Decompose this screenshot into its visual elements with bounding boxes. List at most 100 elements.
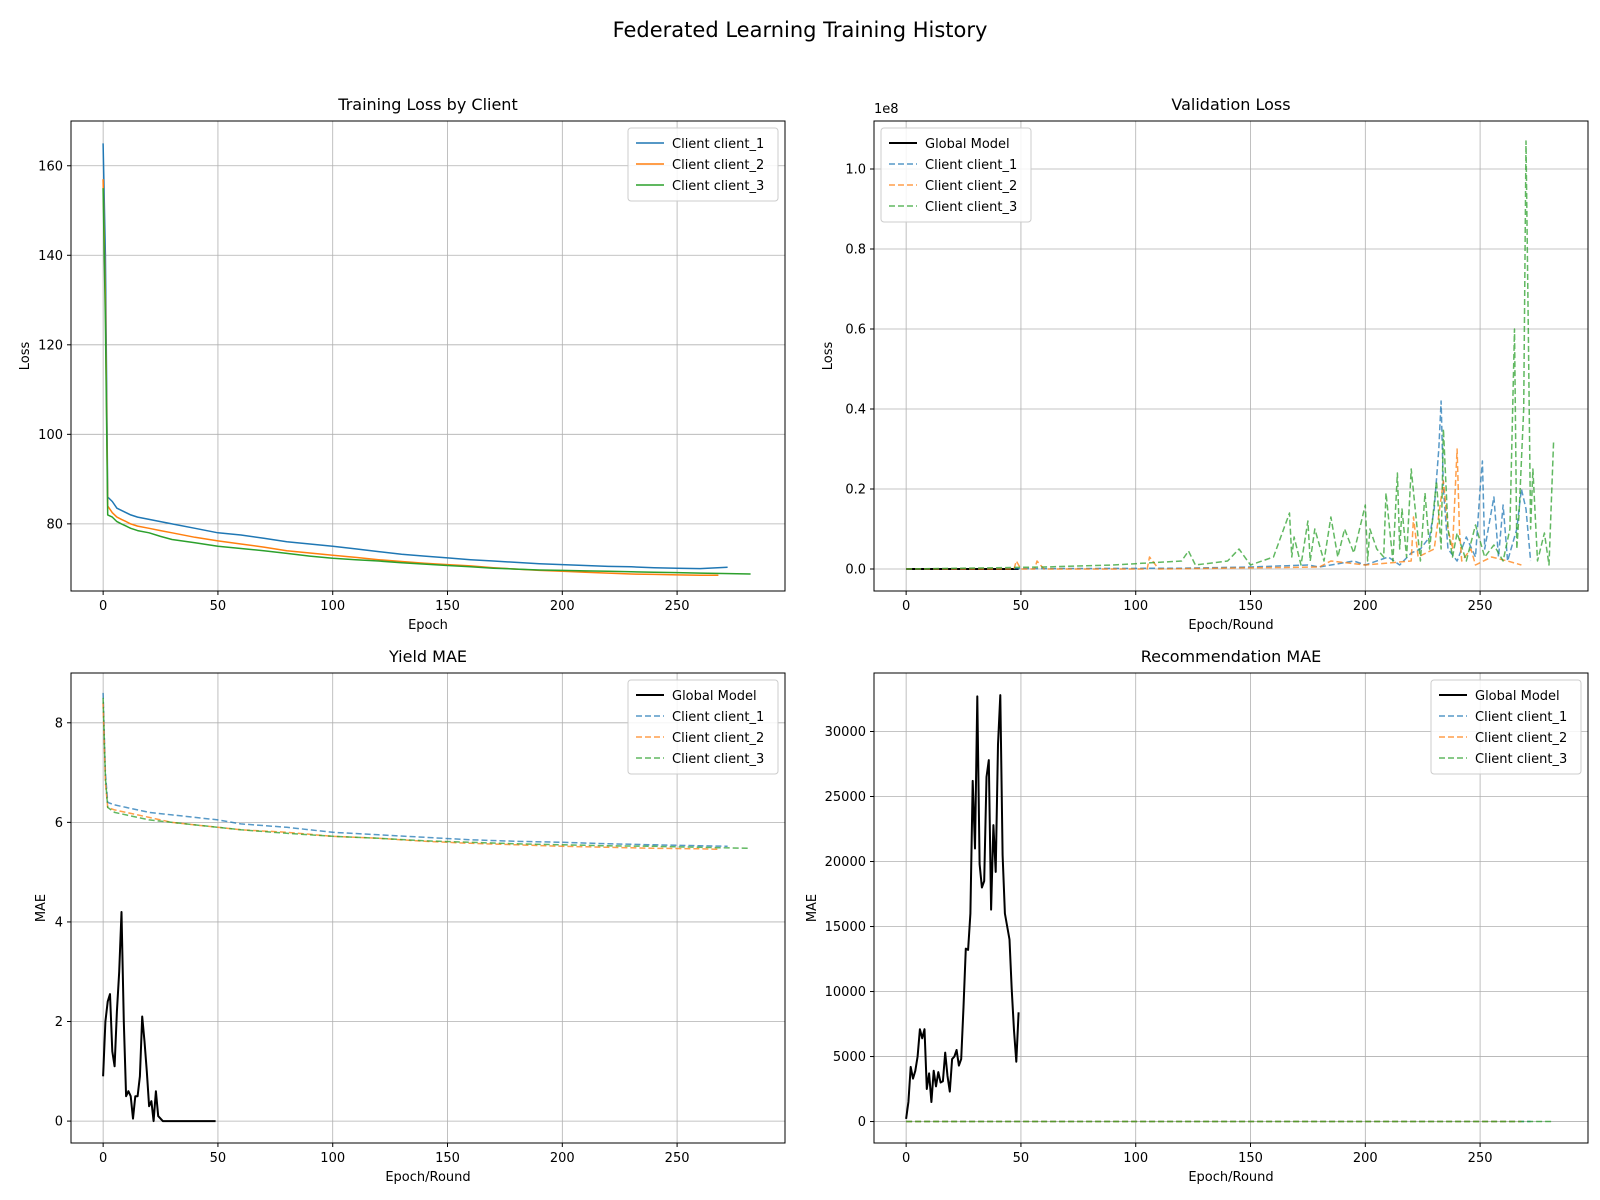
legend-label: Global Model [1475, 689, 1560, 704]
y-tick-label: 140 [38, 249, 63, 264]
axes-frame [70, 120, 786, 592]
legend-box [880, 127, 1032, 223]
y-axis-label: Loss [18, 342, 33, 371]
y-tick-label: 2 [55, 1015, 63, 1030]
x-tick-label: 50 [210, 599, 227, 614]
legend-label: Client client_2 [672, 731, 764, 746]
axes-frame [873, 672, 1589, 1144]
series-line-2 [906, 400, 1532, 570]
series-line-1 [102, 143, 728, 570]
y-tick-label: 10000 [825, 985, 866, 1000]
y-axis-label: MAE [805, 894, 820, 922]
y-tick-label: 8 [55, 716, 63, 731]
x-tick-label: 150 [1238, 1151, 1263, 1166]
series-line-2 [102, 179, 719, 577]
x-axis-label: Epoch [408, 618, 448, 633]
legend: Global Model Client client_1 Client client… [880, 127, 1032, 223]
axes-frame [70, 672, 786, 1144]
legend-box [627, 127, 779, 202]
legend-label: Client client_2 [925, 179, 1017, 194]
x-tick-label: 100 [1123, 1151, 1148, 1166]
x-tick-label: 0 [902, 599, 910, 614]
legend-label: Client client_1 [925, 158, 1017, 173]
subplot-title: Yield MAE [388, 647, 467, 666]
x-tick-label: 100 [1123, 599, 1148, 614]
series-line-3 [906, 448, 1522, 570]
y-axis-label: MAE [34, 894, 49, 922]
x-tick-label: 250 [665, 599, 690, 614]
subplot-1: 0 50 100 150 200 250 80 100 120 140 160 Training Lo… [18, 95, 786, 633]
y-tick-label: 30000 [825, 725, 866, 740]
x-tick-label: 250 [665, 1151, 690, 1166]
figure-title: Federated Learning Training History [612, 18, 988, 42]
x-axis-label: Epoch/Round [385, 1170, 470, 1185]
subplot-2: 0 50 100 150 200 250 0.0 0.2 0.4 0.6 0.8 1.0 1e8 Vali… [821, 95, 1589, 633]
subplot-title: Recommendation MAE [1141, 647, 1322, 666]
legend-label: Client client_2 [1475, 731, 1567, 746]
x-tick-label: 0 [99, 599, 107, 614]
series-line-3 [102, 188, 751, 575]
subplot-title: Training Loss by Client [337, 95, 517, 114]
y-tick-label: 5000 [833, 1050, 866, 1065]
x-tick-label: 150 [435, 599, 460, 614]
y-tick-label: 0 [858, 1115, 866, 1130]
legend-box [1430, 679, 1582, 775]
x-tick-label: 150 [435, 1151, 460, 1166]
x-tick-label: 200 [550, 599, 575, 614]
legend-label: Client client_1 [1475, 710, 1567, 725]
legend-label: Global Model [925, 137, 1010, 152]
x-tick-label: 250 [1468, 599, 1493, 614]
series-line-1 [102, 911, 216, 1123]
legend: Client client_1 Client client_2 Client cli… [627, 127, 779, 202]
x-tick-label: 200 [1353, 1151, 1378, 1166]
x-tick-label: 50 [1013, 1151, 1030, 1166]
x-axis-label: Epoch/Round [1188, 1170, 1273, 1185]
y-tick-label: 0.4 [845, 403, 866, 418]
y-tick-label: 0.0 [845, 563, 866, 578]
legend-label: Client client_3 [672, 752, 764, 767]
x-tick-label: 0 [99, 1151, 107, 1166]
legend-label: Client client_1 [672, 710, 764, 725]
x-tick-label: 0 [902, 1151, 910, 1166]
y-tick-label: 0.6 [845, 323, 866, 338]
y-tick-label: 4 [55, 915, 63, 930]
y-axis-label: Loss [821, 342, 836, 371]
y-tick-label: 0.2 [845, 483, 866, 498]
series-line-3 [102, 702, 719, 851]
legend-label: Client client_1 [672, 137, 764, 152]
y-tick-label: 1.0 [845, 163, 866, 178]
legend-box [627, 679, 779, 775]
y-tick-label: 6 [55, 816, 63, 831]
legend-label: Client client_3 [925, 200, 1017, 215]
legend-label: Client client_3 [672, 179, 764, 194]
series-line-2 [102, 692, 728, 848]
y-tick-label: 15000 [825, 920, 866, 935]
y-tick-label: 0.8 [845, 243, 866, 258]
x-tick-label: 50 [1013, 599, 1030, 614]
y-offset-label: 1e8 [874, 102, 899, 117]
y-tick-label: 0 [55, 1115, 63, 1130]
legend: Global Model Client client_1 Client client… [627, 679, 779, 775]
y-tick-label: 160 [38, 159, 63, 174]
legend-label: Client client_2 [672, 158, 764, 173]
subplot-title: Validation Loss [1171, 95, 1290, 114]
x-tick-label: 250 [1468, 1151, 1493, 1166]
y-tick-label: 20000 [825, 855, 866, 870]
x-tick-label: 200 [1353, 599, 1378, 614]
legend-label: Global Model [672, 689, 757, 704]
x-axis-label: Epoch/Round [1188, 618, 1273, 633]
y-tick-label: 120 [38, 338, 63, 353]
x-tick-label: 100 [320, 1151, 345, 1166]
y-tick-label: 80 [46, 517, 63, 532]
series-line-4 [906, 140, 1555, 570]
series-line-1 [905, 694, 1020, 1120]
x-tick-label: 200 [550, 1151, 575, 1166]
subplot-3: 0 50 100 150 200 250 0 2 4 6 8 Yield MAE Epoch/Round… [34, 647, 786, 1185]
legend-label: Client client_3 [1475, 752, 1567, 767]
x-tick-label: 100 [320, 599, 345, 614]
axes-frame [873, 120, 1589, 592]
y-tick-label: 100 [38, 428, 63, 443]
subplot-4: 0 50 100 150 200 250 0 5000 10000 15000 20000 25000… [805, 647, 1589, 1185]
x-tick-label: 50 [210, 1151, 227, 1166]
